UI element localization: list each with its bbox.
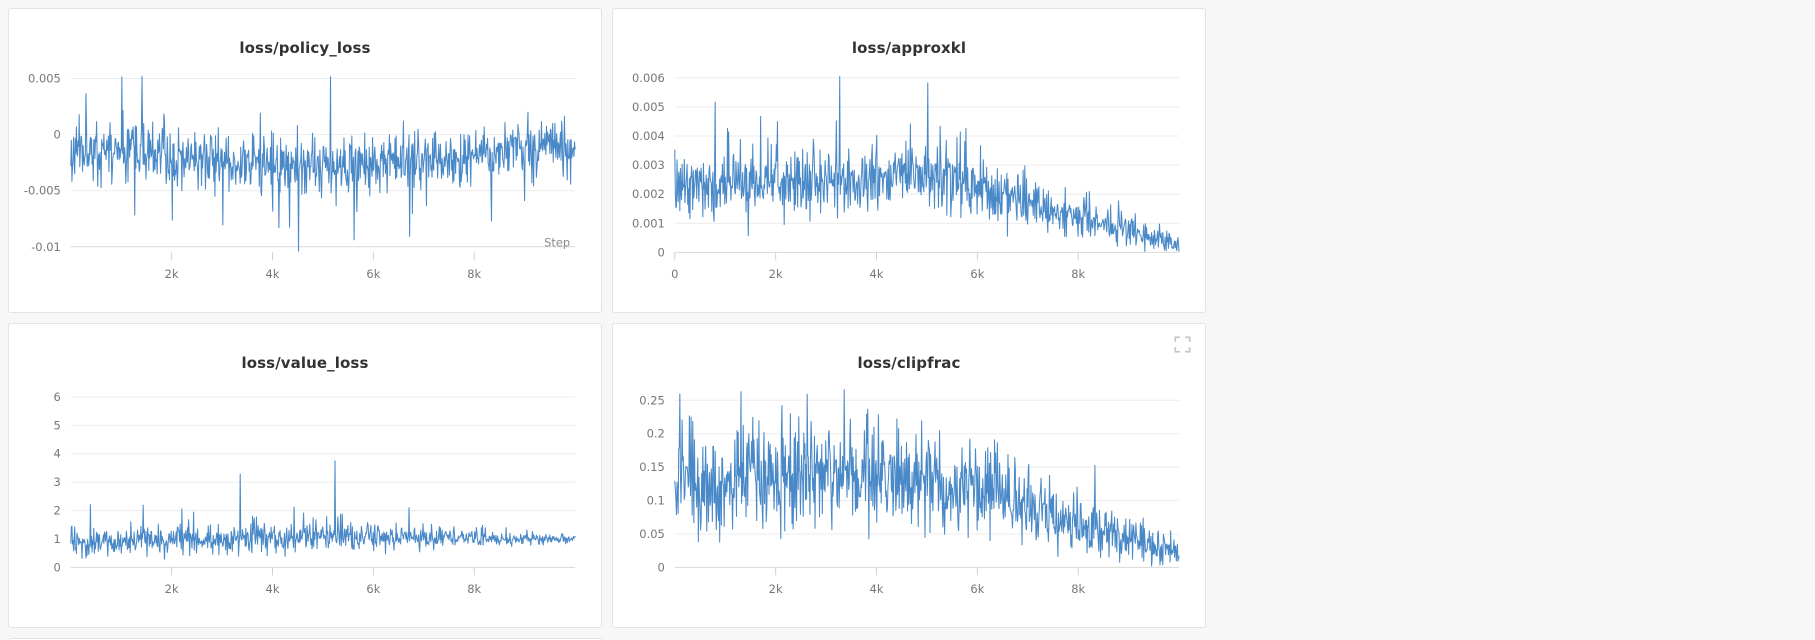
series-line-clipfrac [674,389,1180,567]
x-tick-label: 4k [870,582,884,596]
chart-panel-value-loss[interactable]: 6 5 4 3 2 1 0 2k 4k 6k 8k loss/value_loss [8,323,602,628]
y-tick-label: 0.004 [632,129,665,143]
y-tick-label: 0 [658,560,665,574]
chart-panel-clipfrac[interactable]: 0.25 0.2 0.15 0.1 0.05 0 2k 4k 6k 8k loss/clipfrac [612,323,1206,628]
x-tick-label: 2k [769,582,783,596]
y-tick-label: 0.001 [632,216,665,230]
y-tick-label: 5 [54,418,61,432]
x-tick-label: 4k [266,582,280,596]
y-gridlines: 0.005 0 -0.005 -0.01 [24,71,576,254]
y-tick-label: 0.003 [632,158,665,172]
x-tick-label: 2k [165,582,179,596]
y-tick-label: 3 [54,475,61,489]
series-line-policy-loss [70,75,576,252]
x-tick-label: 4k [870,267,884,281]
y-tick-label: -0.005 [24,184,61,198]
y-tick-label: 2 [54,504,61,518]
x-tick-label: 8k [1071,582,1085,596]
y-gridlines: 6 5 4 3 2 1 0 [54,390,576,574]
chart-panel-policy-entropy[interactable]: 21.510.502k4k6k8kSteploss/policy_entropy [8,638,602,640]
x-tick-label: 8k [467,267,481,281]
x-axis-ticks: 2k 4k 6k 8k [769,567,1086,596]
y-tick-label: 6 [54,390,61,404]
chart-canvas: 0.005 0 -0.005 -0.01 2k 4k 6k 8k Step [24,71,576,281]
expand-icon[interactable] [1174,336,1191,353]
x-tick-label: 0 [671,267,678,281]
y-tick-label: 0.15 [639,460,665,474]
x-axis-caption: Step [544,235,570,249]
chart-canvas: 0.25 0.2 0.15 0.1 0.05 0 2k 4k 6k 8k [639,389,1180,596]
y-tick-label: 0.002 [632,187,665,201]
x-tick-label: 2k [165,267,179,281]
chart-panel-approxkl[interactable]: 0.006 0.005 0.004 0.003 0.002 0.001 0 0 2k 4k 6k 8k… [612,8,1206,313]
x-axis-ticks: 2k 4k 6k 8k [165,567,482,596]
x-tick-label: 6k [366,582,380,596]
x-tick-label: 4k [266,267,280,281]
y-tick-label: 0.006 [632,71,665,85]
x-tick-label: 6k [366,267,380,281]
y-tick-label: 0 [54,560,61,574]
y-tick-label: 4 [54,447,61,461]
x-tick-label: 8k [467,582,481,596]
chart-canvas: 6 5 4 3 2 1 0 2k 4k 6k 8k [54,390,576,596]
y-tick-label: -0.01 [31,240,61,254]
y-tick-label: 0.005 [28,71,61,85]
x-axis-ticks: 2k 4k 6k 8k [165,252,482,281]
y-tick-label: 0.005 [632,100,665,114]
x-tick-label: 6k [970,582,984,596]
x-tick-label: 8k [1071,267,1085,281]
y-tick-label: 0 [54,128,61,142]
series-line-approxkl [674,76,1180,252]
y-gridlines: 0.006 0.005 0.004 0.003 0.002 0.001 0 [632,71,1180,259]
y-tick-label: 0.05 [639,527,665,541]
y-tick-label: 0.1 [647,494,665,508]
chart-panel-policy-loss[interactable]: 0.005 0 -0.005 -0.01 2k 4k 6k 8k Step loss/policy… [8,8,602,313]
y-tick-label: 0.2 [647,427,665,441]
chart-canvas: 0.006 0.005 0.004 0.003 0.002 0.001 00 2k 4k 6k 8k [632,71,1180,281]
series-line-value-loss [70,460,576,560]
x-tick-label: 2k [769,267,783,281]
x-tick-label: 6k [970,267,984,281]
y-tick-label: 0 [658,245,665,259]
x-axis-ticks: 0 2k 4k 6k 8k [671,252,1086,281]
y-tick-label: 0.25 [639,393,665,407]
y-tick-label: 1 [54,532,61,546]
